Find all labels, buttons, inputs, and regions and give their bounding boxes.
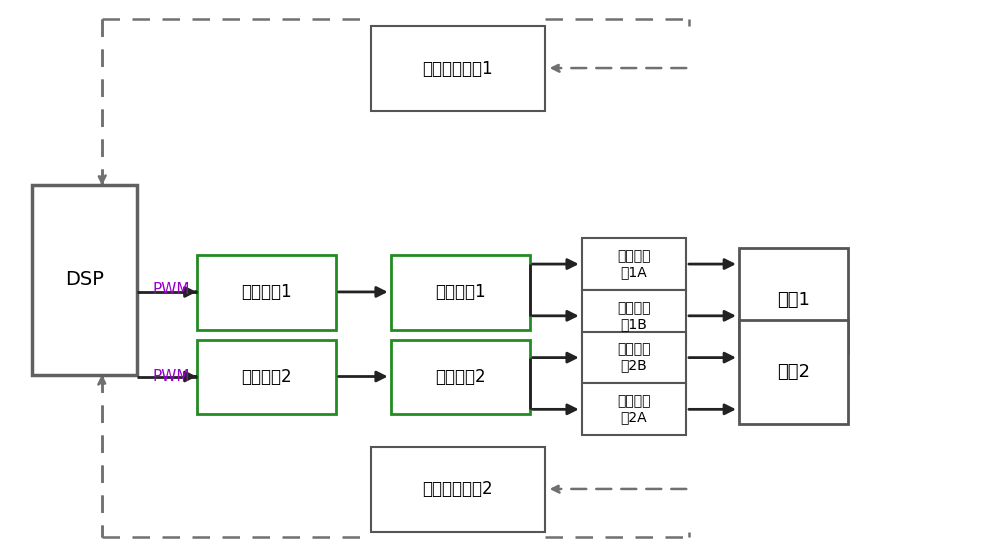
Bar — [582, 238, 686, 290]
Bar — [197, 340, 336, 414]
Bar — [582, 290, 686, 342]
Text: PWM: PWM — [153, 369, 190, 384]
Text: 电流传感
器2A: 电流传感 器2A — [617, 394, 651, 424]
Bar — [371, 447, 545, 532]
Bar — [739, 248, 848, 353]
Text: 信号处理电路1: 信号处理电路1 — [422, 59, 493, 77]
Text: 电机1: 电机1 — [777, 291, 810, 309]
Text: 驱动电路2: 驱动电路2 — [241, 368, 291, 386]
Text: 驱动电路1: 驱动电路1 — [241, 284, 291, 301]
Bar — [371, 26, 545, 111]
Bar — [32, 186, 137, 375]
Bar — [197, 255, 336, 330]
Text: 信号处理电路2: 信号处理电路2 — [422, 480, 493, 498]
Bar — [582, 384, 686, 435]
Bar — [391, 255, 530, 330]
Text: 功率电路2: 功率电路2 — [435, 368, 486, 386]
Bar — [391, 340, 530, 414]
Text: 电流传感
器1A: 电流传感 器1A — [617, 249, 651, 279]
Text: 功率电路1: 功率电路1 — [435, 284, 486, 301]
Bar — [739, 320, 848, 424]
Text: PWM: PWM — [153, 282, 190, 297]
Bar — [582, 332, 686, 384]
Text: 电流传感
器2B: 电流传感 器2B — [617, 342, 651, 373]
Text: 电机2: 电机2 — [777, 363, 810, 381]
Text: 电流传感
器1B: 电流传感 器1B — [617, 301, 651, 331]
Text: DSP: DSP — [65, 270, 104, 290]
